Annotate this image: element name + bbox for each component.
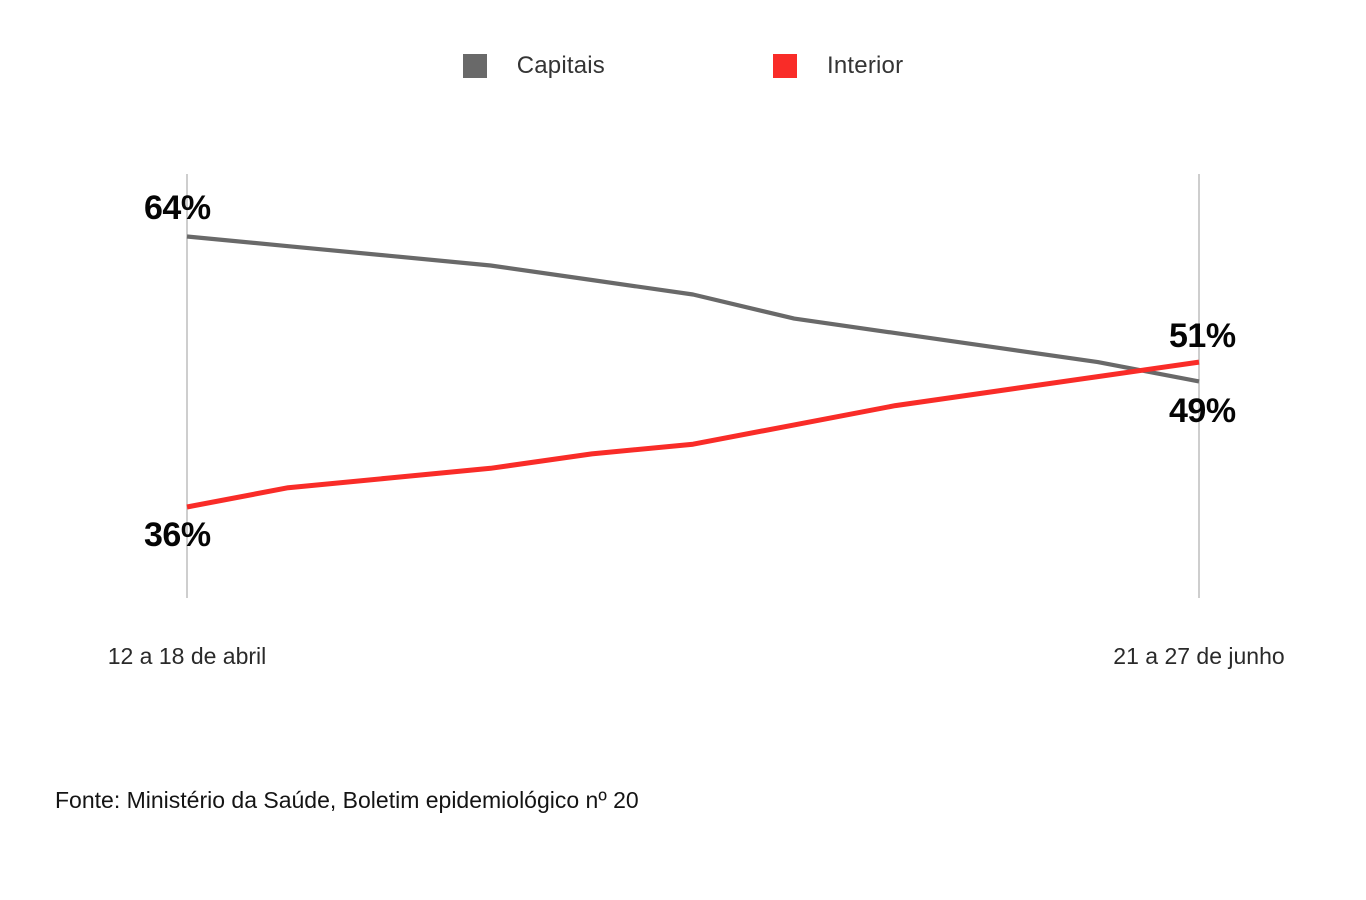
legend-item-interior: Interior bbox=[773, 52, 903, 80]
capitais-swatch-icon bbox=[462, 54, 487, 78]
interior-swatch-icon bbox=[773, 54, 797, 78]
legend-label-capitais: Capitais bbox=[516, 52, 605, 79]
capitais-start-value-label: 64% bbox=[144, 189, 211, 227]
legend: Capitais Interior bbox=[0, 52, 1366, 80]
series-line-interior bbox=[186, 359, 1200, 510]
x-axis-label-start: 12 a 18 de abril bbox=[107, 643, 267, 669]
x-axis-label-end: 21 a 27 de junho bbox=[1113, 643, 1285, 669]
series-line-capitais bbox=[186, 234, 1200, 384]
interior-end-value-label: 51% bbox=[1169, 317, 1236, 355]
legend-item-capitais: Capitais bbox=[462, 52, 605, 80]
source-note: Fonte: Ministério da Saúde, Boletim epid… bbox=[55, 787, 639, 813]
legend-label-interior: Interior bbox=[827, 52, 904, 79]
interior-start-value-label: 36% bbox=[144, 516, 211, 554]
capitais-end-value-label: 49% bbox=[1169, 392, 1236, 430]
